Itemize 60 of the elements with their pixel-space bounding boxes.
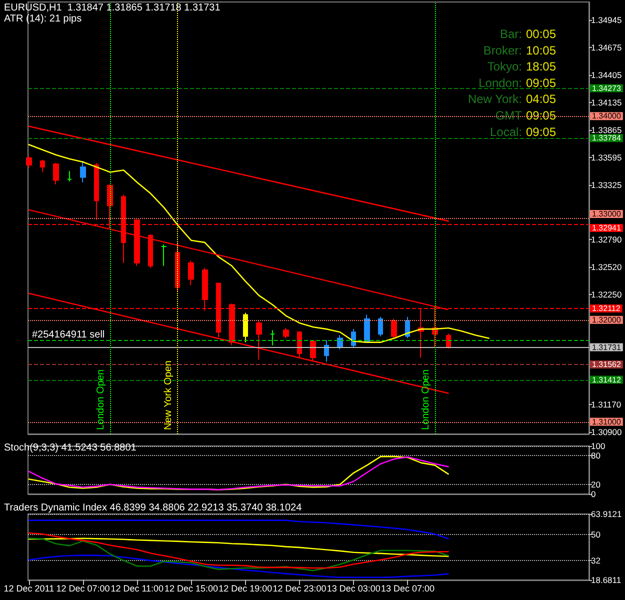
y-tick-label: 1.33325 (591, 180, 622, 190)
x-tick-label: 13 Dec 07:00 (380, 584, 434, 594)
y-tick-label: 1.30900 (591, 426, 622, 437)
y-tick-label: 18.6811 (591, 575, 622, 585)
ref-line-label: 1.31000 (592, 417, 622, 426)
annotation: #254164911 sell (32, 330, 105, 340)
y-tick-label: 1.31170 (591, 399, 622, 410)
x-tick-label: 12 Dec 11:00 (110, 584, 164, 594)
ref-line-label: London Open (420, 369, 432, 430)
chart-title: Traders Dynamic Index 46.8399 34.8806 22.9213 35.3740 38.1024 (4, 502, 302, 514)
ref-line-label: 1.32941 (592, 224, 622, 233)
annotation: London: (478, 76, 522, 90)
x-tick-label: 12 Dec 23:00 (272, 584, 326, 594)
ref-line-label: 1.33000 (592, 210, 622, 218)
y-tick-label: 32 (591, 556, 601, 566)
ref-line-label: 1.34000 (592, 112, 622, 121)
annotation: 09:05 (526, 124, 556, 139)
annotation: 18:05 (526, 60, 556, 74)
ref-line-label: 1.33784 (592, 134, 622, 143)
annotation: Local: (490, 124, 522, 139)
y-tick-label: 1.32520 (591, 262, 622, 272)
y-tick-label: 1.34135 (591, 97, 622, 108)
ref-line-label: 1.34273 (592, 84, 622, 93)
y-tick-label: 1.34945 (591, 14, 622, 25)
y-tick-label: 50 (591, 529, 601, 540)
y-tick-label: 100 (591, 441, 606, 451)
chart-title: Stoch(9,3,3) 41.5243 56.8801 (4, 442, 137, 454)
y-tick-label: 1.32790 (591, 234, 622, 244)
ref-line-label: 1.31731 (592, 342, 622, 352)
annotation: Broker: (483, 43, 522, 58)
chart-title: EURUSD,H1 1.31847 1.31865 1.31718 1.31731 (4, 2, 221, 14)
y-tick-label: 1.34405 (591, 70, 622, 80)
y-tick-label: 1.33865 (591, 124, 622, 135)
y-tick-label: 80 (591, 450, 601, 461)
y-tick-label: 0 (591, 489, 596, 499)
y-tick-label: 1.32250 (591, 289, 622, 300)
annotation: 10:05 (526, 43, 556, 58)
x-tick-label: 12 Dec 2011 (4, 584, 54, 594)
y-tick-label: 20 (591, 479, 601, 490)
annotation: Bar: (500, 27, 522, 41)
x-tick-label: 12 Dec 07:00 (56, 584, 110, 594)
ref-line-label: New York Open (163, 360, 174, 430)
x-tick-label: 12 Dec 19:00 (218, 584, 272, 594)
annotation: Tokyo: (487, 60, 522, 74)
annotation: 00:05 (526, 27, 556, 41)
text: ATR (14): 21 pips (4, 14, 82, 24)
y-tick-label: 1.34675 (591, 42, 622, 52)
ref-line-label: London Open (96, 369, 107, 430)
ref-line-label: 1.31562 (592, 360, 622, 370)
annotation: 09:05 (526, 76, 556, 90)
annotation: New York: (468, 92, 522, 106)
ref-line-label: 1.31412 (592, 375, 622, 384)
annotation: 09:05 (526, 108, 556, 122)
ref-line-label: 1.32112 (592, 304, 621, 313)
annotation: 04:05 (526, 92, 556, 106)
x-tick-label: 13 Dec 03:00 (326, 584, 380, 594)
ref-line-label: 1.32000 (592, 315, 622, 324)
y-tick-label: 1.33595 (591, 152, 622, 162)
x-tick-label: 12 Dec 15:00 (164, 584, 218, 594)
y-tick-label: 63.9121 (591, 509, 622, 519)
